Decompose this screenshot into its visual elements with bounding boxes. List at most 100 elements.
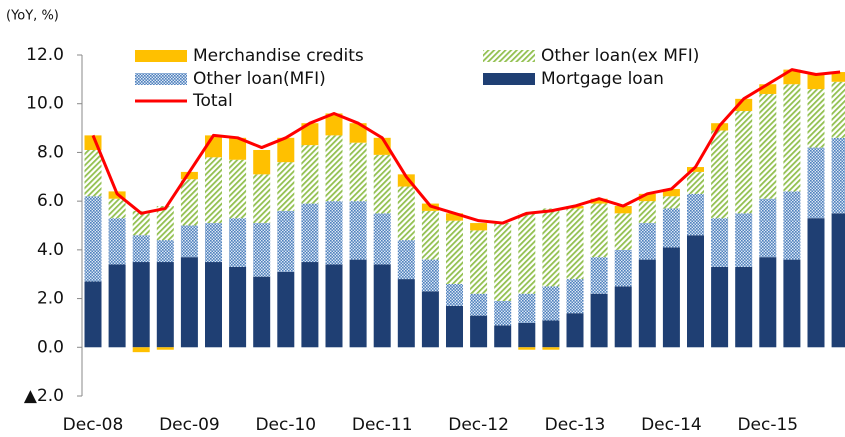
bar-segment — [84, 196, 102, 282]
y-tick-label: 12.0 — [26, 45, 64, 65]
bar-segment — [301, 145, 319, 204]
bar-segment — [301, 262, 319, 348]
bar-segment — [759, 257, 777, 348]
bar-segment — [421, 259, 439, 292]
bar-segment — [253, 276, 271, 348]
x-tick-label: Dec-10 — [255, 415, 316, 435]
legend-label: Mortgage loan — [541, 69, 664, 89]
bar-segment — [494, 223, 512, 302]
bar-segment — [301, 203, 319, 263]
bar-segment — [614, 286, 632, 348]
bar-segment — [470, 315, 488, 348]
bar-segment — [590, 257, 608, 294]
bar-segment — [807, 89, 825, 148]
bar-segment — [253, 149, 271, 175]
bar-segment — [759, 198, 777, 258]
bar-segment — [325, 113, 343, 136]
y-tick-label: 2.0 — [37, 289, 64, 309]
bar-segment — [831, 72, 845, 82]
bar-segment — [783, 259, 801, 348]
bar-segment — [711, 218, 729, 267]
bar-segment — [614, 213, 632, 250]
bar-segment — [301, 123, 319, 146]
bar-segment — [446, 305, 463, 348]
bar-segment — [132, 210, 150, 236]
x-tick-label: Dec-08 — [63, 415, 124, 435]
bar-segment — [205, 157, 222, 224]
bar-segment — [494, 301, 512, 326]
y-tick-label: 4.0 — [37, 240, 64, 260]
bar-segment — [566, 279, 584, 314]
bar-segment — [229, 137, 247, 160]
bar-segment — [542, 320, 560, 348]
legend-label: Other loan(MFI) — [193, 69, 326, 89]
bar-segment — [687, 171, 704, 194]
y-tick-label: 0.0 — [37, 337, 64, 357]
bar-segment — [84, 281, 102, 348]
bar-segment — [566, 313, 584, 348]
bar-segment — [325, 201, 343, 265]
y-tick-label: 10.0 — [26, 94, 64, 114]
legend-label: Other loan(ex MFI) — [541, 46, 699, 66]
bar-segment — [349, 142, 367, 202]
bar-segment — [614, 249, 632, 287]
bar-segment — [735, 213, 753, 267]
bar-segment — [542, 286, 560, 321]
bar-segment — [156, 262, 174, 348]
bar-segment — [638, 193, 656, 202]
x-tick-label: Dec-15 — [737, 415, 798, 435]
x-tick-label: Dec-12 — [448, 415, 509, 435]
bar-segment — [325, 264, 343, 348]
x-tick-label: Dec-14 — [641, 415, 702, 435]
bar-segment — [446, 283, 463, 306]
bar-segment — [687, 235, 704, 348]
bar-segment — [687, 193, 704, 236]
bar-segment — [108, 264, 126, 348]
bar-segment — [759, 93, 777, 199]
bar-segment — [229, 266, 247, 348]
bar-segment — [518, 322, 536, 348]
bar-segment — [518, 293, 536, 323]
bar-segment — [132, 347, 150, 353]
bar-segment — [542, 347, 560, 350]
bar-segment — [638, 201, 656, 224]
bar-segment — [373, 154, 391, 214]
bar-segment — [518, 213, 536, 294]
bar-segment — [494, 325, 512, 348]
bar-segment — [470, 223, 488, 231]
bar-segment — [662, 247, 680, 348]
bar-segment — [470, 293, 488, 316]
bar-segment — [542, 208, 560, 287]
bar-segment — [180, 257, 198, 348]
bar-segment — [397, 279, 415, 348]
bar-segment — [349, 123, 367, 143]
y-tick-label: 6.0 — [37, 191, 64, 211]
bar-segment — [662, 188, 680, 197]
bar-segment — [759, 84, 777, 94]
legend-label: Total — [192, 91, 233, 111]
bar-segment — [205, 223, 222, 263]
bar-segment — [566, 208, 584, 280]
y-tick-label: ▲2.0 — [24, 386, 64, 406]
bar-segment — [614, 206, 632, 214]
x-tick-label: Dec-09 — [159, 415, 220, 435]
bar-segment — [687, 167, 704, 172]
bar-segment — [638, 259, 656, 348]
bar-segment — [277, 210, 295, 272]
bar-segment — [711, 130, 729, 219]
bar-segment — [180, 225, 198, 258]
bar-segment — [638, 223, 656, 260]
bar-segment — [590, 293, 608, 348]
bar-segment — [590, 203, 608, 258]
x-tick-label: Dec-13 — [545, 415, 606, 435]
bar-segment — [807, 74, 825, 90]
bar-segment — [325, 135, 343, 202]
bar-segment — [373, 264, 391, 348]
bar-segment — [711, 266, 729, 348]
bar-segment — [132, 262, 150, 348]
bar-segment — [662, 196, 680, 209]
bar-segment — [156, 347, 174, 350]
bar-segment — [470, 230, 488, 294]
bar-segment — [831, 213, 845, 348]
